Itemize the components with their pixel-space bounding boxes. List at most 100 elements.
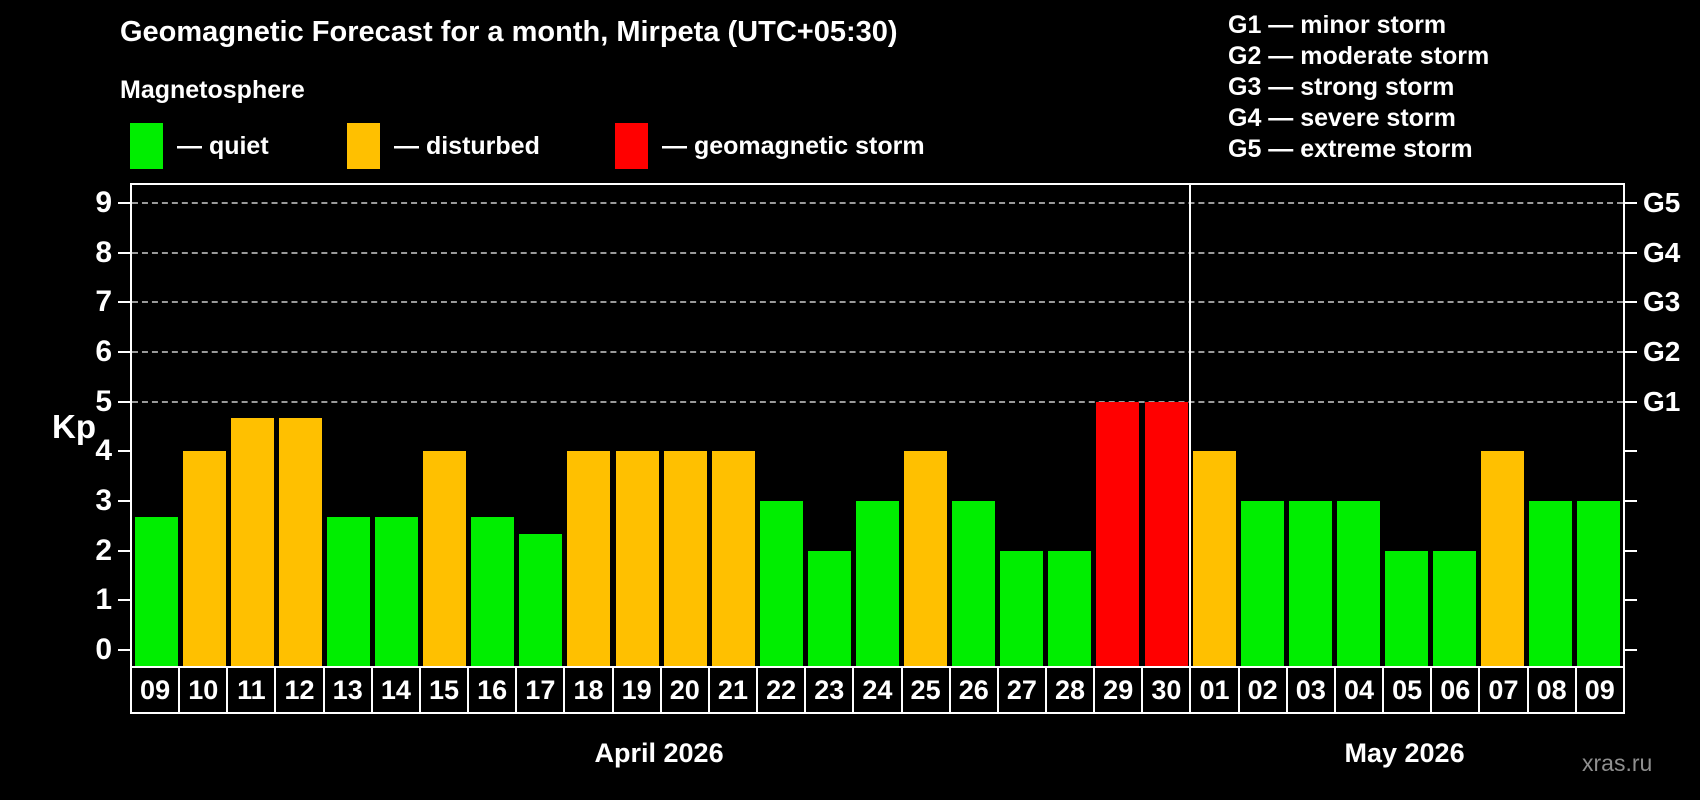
day-label-cell: 11: [226, 666, 277, 714]
day-label-cell: 06: [1430, 666, 1481, 714]
quiet-color-swatch: [130, 123, 163, 169]
day-label-cell: 12: [274, 666, 325, 714]
kp-bar: [952, 501, 996, 666]
kp-bar: [1385, 550, 1429, 666]
kp-bar: [856, 501, 899, 666]
y-tick-label-8: 8: [95, 235, 112, 269]
day-label-cell: 27: [996, 666, 1047, 714]
day-label-cell: 19: [611, 666, 662, 714]
g-scale-line-g5: G5 — extreme storm: [1228, 135, 1473, 163]
kp-bar: [1288, 501, 1332, 666]
kp-bar: [1144, 401, 1188, 666]
y-tick-left-2: [118, 549, 130, 552]
day-label-cell: 24: [852, 666, 903, 714]
g-scale-line-g4: G4 — severe storm: [1228, 104, 1456, 132]
y-tick-right-5: [1625, 400, 1637, 403]
y-tick-label-3: 3: [95, 483, 112, 517]
kp-bar: [567, 451, 611, 666]
day-label-cell: 01: [1189, 666, 1240, 714]
month-separator-line: [1189, 185, 1192, 666]
g-axis-label-g3: G3: [1643, 286, 1681, 318]
gridline-kp6: [132, 350, 1623, 353]
storm-color-swatch: [615, 123, 648, 169]
g-axis-label-g4: G4: [1643, 236, 1681, 268]
gridline-kp7: [132, 301, 1623, 304]
day-label-cell: 05: [1382, 666, 1433, 714]
y-tick-right-9: [1625, 201, 1637, 204]
x-axis-day-labels: 09 10 11 12 13 14 15 16 17 18 19 20 21 22 23 24 25 26 27 28…: [130, 666, 1625, 714]
day-label-cell: 16: [467, 666, 518, 714]
y-tick-right-8: [1625, 251, 1637, 254]
day-label-cell: 10: [178, 666, 229, 714]
g-scale-line-g3: G3 — strong storm: [1228, 73, 1455, 101]
y-tick-label-7: 7: [95, 285, 112, 319]
kp-bar: [230, 418, 274, 666]
gridline-kp8: [132, 251, 1623, 254]
kp-bar: [1000, 550, 1044, 666]
day-label-cell: 28: [1044, 666, 1096, 714]
y-tick-left-9: [118, 201, 130, 204]
y-axis-title: Kp: [52, 408, 96, 445]
day-label-cell: 25: [900, 666, 951, 714]
g-axis-label-g5: G5: [1643, 186, 1681, 218]
kp-bar: [375, 517, 419, 666]
y-tick-right-6: [1625, 350, 1637, 353]
y-tick-label-4: 4: [95, 434, 112, 468]
kp-bar: [1336, 501, 1380, 666]
y-tick-right-2: [1625, 549, 1637, 552]
legend-item-quiet: — quiet: [130, 123, 269, 169]
legend-label-disturbed: — disturbed: [394, 131, 540, 160]
legend-label-storm: — geomagnetic storm: [662, 131, 925, 160]
kp-bar: [519, 534, 563, 666]
day-label-cell: 14: [370, 666, 421, 714]
chart-title: Geomagnetic Forecast for a month, Mirpet…: [120, 16, 898, 48]
kp-bar: [663, 451, 707, 666]
day-label-cell: 02: [1237, 666, 1288, 714]
kp-bar: [615, 451, 659, 666]
kp-bar: [1048, 550, 1092, 666]
y-tick-label-5: 5: [95, 384, 112, 418]
watermark: xras.ru: [1582, 750, 1653, 776]
day-label-cell: 07: [1478, 666, 1529, 714]
g-axis-label-g1: G1: [1643, 385, 1681, 417]
kp-bar: [1577, 501, 1621, 666]
legend-label-quiet: — quiet: [177, 131, 269, 160]
y-tick-left-3: [118, 499, 130, 502]
month-label-0: April 2026: [594, 738, 724, 768]
y-tick-right-3: [1625, 499, 1637, 502]
legend-item-storm: — geomagnetic storm: [615, 123, 925, 169]
y-tick-right-0: [1625, 649, 1637, 651]
kp-bar: [759, 501, 803, 666]
y-tick-left-6: [118, 350, 130, 353]
y-tick-right-1: [1625, 599, 1637, 602]
y-tick-right-7: [1625, 301, 1637, 304]
day-label-cell: 30: [1141, 666, 1192, 714]
legend-item-disturbed: — disturbed: [347, 123, 540, 169]
y-tick-right-4: [1625, 450, 1637, 453]
plot-area: 0 1 2 3 4 5 6 7 8 9 G1 G2 G3 G4 G5: [95, 183, 1680, 668]
kp-bar: [904, 451, 948, 666]
kp-bar: [711, 451, 755, 666]
kp-bar: [134, 517, 178, 666]
kp-bar: [1529, 501, 1573, 666]
y-tick-label-1: 1: [95, 583, 112, 617]
day-label-cell: 09: [1574, 666, 1625, 714]
y-tick-label-2: 2: [95, 533, 112, 567]
day-label-cell: 21: [707, 666, 759, 714]
day-label-cell: 29: [1093, 666, 1144, 714]
day-label-cell: 18: [563, 666, 614, 714]
kp-bar: [1481, 451, 1525, 666]
day-label-cell: 20: [659, 666, 710, 714]
kp-bar: [1096, 401, 1140, 666]
y-tick-left-5: [118, 400, 130, 403]
month-label-1: May 2026: [1344, 738, 1465, 768]
day-label-cell: 23: [804, 666, 855, 714]
g-scale-legend: G1 — minor storm G2 — moderate storm G3 …: [1228, 10, 1489, 165]
day-label-cell: 03: [1285, 666, 1336, 714]
y-tick-label-0: 0: [95, 633, 112, 666]
kp-bar: [182, 451, 226, 666]
day-label-cell: 26: [948, 666, 999, 714]
kp-bar: [326, 517, 370, 666]
g-scale-line-g2: G2 — moderate storm: [1228, 42, 1490, 70]
